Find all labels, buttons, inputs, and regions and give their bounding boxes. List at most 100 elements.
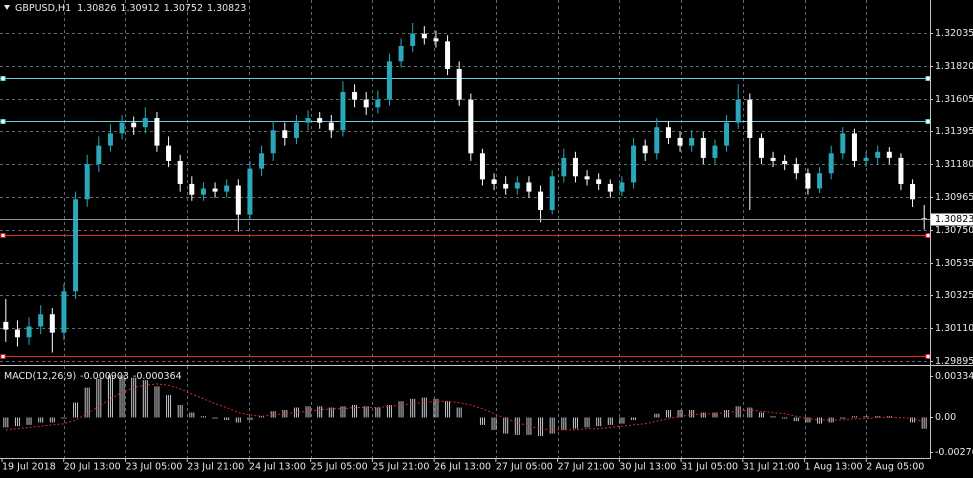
- candle-body: [770, 157, 776, 161]
- candle-body: [863, 157, 869, 161]
- candle-body: [131, 122, 137, 128]
- candle-body: [247, 168, 253, 215]
- candle-body: [212, 188, 218, 192]
- candle-body: [282, 130, 288, 138]
- candle-body: [793, 164, 799, 174]
- candle-body: [73, 199, 79, 292]
- candle-body: [119, 122, 125, 134]
- x-tick-label: 31 Jul 21:00: [743, 462, 800, 473]
- price-tag: [931, 213, 973, 226]
- candle-body: [898, 157, 904, 184]
- candle-body: [642, 145, 648, 154]
- level-handle: [0, 76, 6, 81]
- candle-body: [782, 160, 788, 165]
- candle-body: [270, 130, 276, 154]
- y-tick-label: 1.30965: [935, 192, 973, 203]
- candle-body: [886, 151, 892, 158]
- y-tick-label: 0.003341: [935, 371, 973, 382]
- candle-body: [166, 145, 172, 161]
- candle-body: [317, 118, 323, 123]
- last-high: 1.30912: [120, 3, 159, 14]
- x-tick-label: 24 Jul 13:00: [249, 462, 306, 473]
- candle-body: [758, 137, 764, 158]
- candle-body: [363, 99, 369, 108]
- candle-body: [875, 151, 881, 158]
- y-tick-label: 1.31820: [935, 61, 973, 72]
- symbol-header: GBPUSD,H1 1.30826 1.30912 1.30752 1.30823: [15, 3, 246, 14]
- candle-body: [549, 176, 555, 211]
- candle-body: [654, 127, 660, 154]
- candle-body: [851, 133, 857, 161]
- last-low: 1.30752: [164, 3, 203, 14]
- candle-body: [747, 99, 753, 138]
- symbol: GBPUSD,H1: [15, 3, 71, 14]
- candle-body: [352, 91, 358, 100]
- candle-body: [14, 329, 20, 338]
- candle-body: [596, 179, 602, 184]
- x-tick-label: 27 Jul 21:00: [558, 462, 615, 473]
- x-tick-label: 26 Jul 13:00: [434, 462, 491, 473]
- candle-body: [735, 99, 741, 123]
- x-tick-label: 25 Jul 21:00: [372, 462, 429, 473]
- indicator-header: MACD(12,26,9) -0.000903 -0.000364: [4, 371, 182, 382]
- candle-body: [3, 321, 9, 330]
- candle-body: [607, 183, 613, 192]
- candle-body: [665, 127, 671, 138]
- candle-body: [84, 164, 90, 200]
- level-handle: [0, 119, 6, 124]
- candle-body: [26, 326, 32, 338]
- x-tick-label: 23 Jul 21:00: [187, 462, 244, 473]
- candle-body: [840, 133, 846, 154]
- candle-body: [712, 145, 718, 158]
- macd-last: -0.000903: [80, 371, 129, 382]
- candle-body: [468, 99, 474, 154]
- signal-last: -0.000364: [133, 371, 182, 382]
- candle-body: [375, 99, 381, 108]
- candle-body: [154, 118, 160, 146]
- level-handle: [0, 354, 6, 359]
- candle-body: [177, 160, 183, 184]
- candle-body: [828, 153, 834, 174]
- level-handle: [925, 119, 931, 124]
- candle-body: [398, 45, 404, 62]
- x-tick-label: 30 Jul 13:00: [619, 462, 676, 473]
- x-tick-label: 1 Aug 13:00: [805, 462, 863, 473]
- candle-body: [724, 122, 730, 146]
- level-handle: [925, 354, 931, 359]
- x-tick-label: 20 Jul 13:00: [64, 462, 121, 473]
- y-tick-label: 1.31180: [935, 159, 973, 170]
- candle-body: [49, 314, 55, 333]
- symbol-menu-icon[interactable]: [4, 5, 10, 10]
- candle-body: [514, 182, 520, 189]
- y-tick-label: 1.29895: [935, 356, 973, 367]
- candle-body: [293, 122, 299, 138]
- candle-body: [456, 68, 462, 100]
- candle-body: [107, 133, 113, 146]
- candle-body: [433, 38, 439, 42]
- y-tick-label: 1.30535: [935, 258, 973, 269]
- candle-body: [805, 173, 811, 189]
- candle-body: [689, 137, 695, 146]
- y-tick-label: -0.002767: [935, 447, 973, 458]
- y-tick-label: 1.30750: [935, 225, 973, 236]
- candle-body: [96, 145, 102, 165]
- y-tick-label: 0.00: [935, 412, 956, 423]
- candle-body: [305, 118, 311, 123]
- x-tick-label: 31 Jul 05:00: [681, 462, 738, 473]
- candle-body: [410, 33, 416, 46]
- candle-body: [910, 183, 916, 200]
- candle-body: [340, 91, 346, 131]
- candle-body: [259, 153, 265, 169]
- last-open: 1.30826: [77, 3, 116, 14]
- level-handle: [925, 76, 931, 81]
- candle-body: [200, 188, 206, 195]
- candle-body: [503, 183, 509, 189]
- candle-body: [386, 61, 392, 100]
- level-handle: [925, 233, 931, 238]
- y-tick-label: 1.30325: [935, 290, 973, 301]
- x-tick-label: 27 Jul 05:00: [496, 462, 553, 473]
- candle-body: [677, 137, 683, 146]
- candle-body: [235, 185, 241, 215]
- x-tick-label: 23 Jul 05:00: [125, 462, 182, 473]
